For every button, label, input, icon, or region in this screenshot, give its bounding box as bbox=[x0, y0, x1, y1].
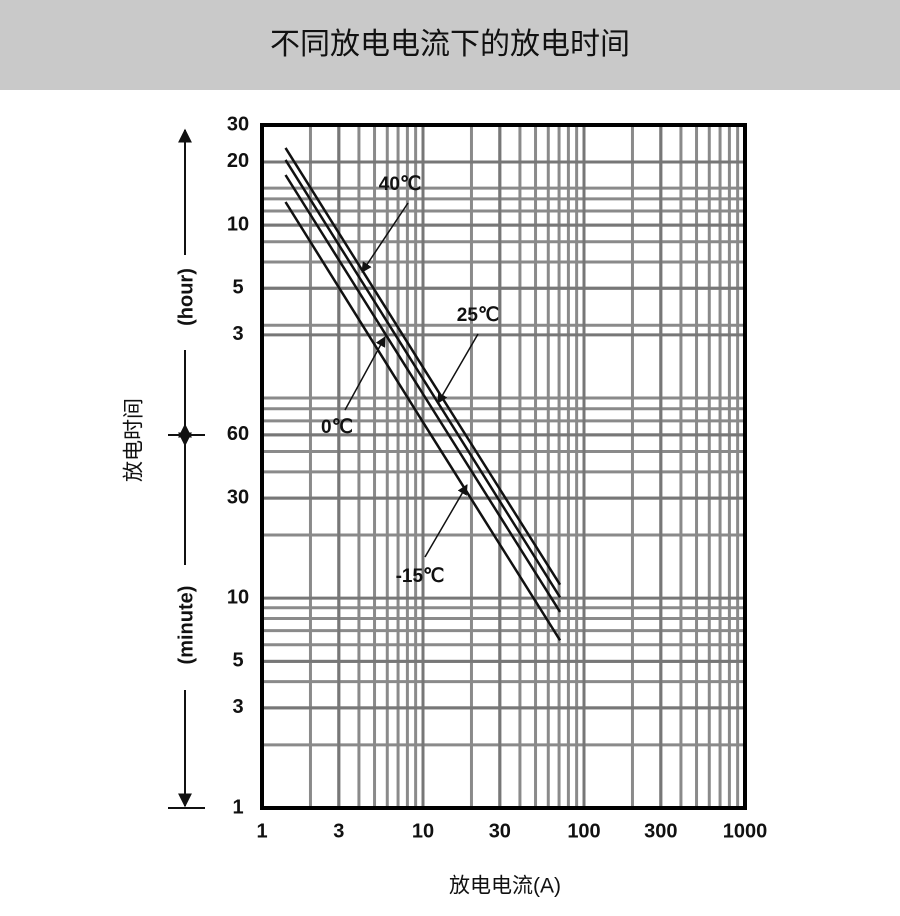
y-tick-label: 10 bbox=[227, 586, 249, 608]
chart-title: 不同放电电流下的放电时间 bbox=[270, 27, 630, 62]
annotation-arrow bbox=[361, 202, 409, 273]
annotation-arrow bbox=[424, 484, 468, 558]
y-tick-label: 30 bbox=[227, 486, 249, 508]
annotation: 25℃ bbox=[457, 305, 499, 326]
y-tick-label: 10 bbox=[227, 213, 249, 235]
plot-frame bbox=[260, 123, 747, 810]
unit-label: (hour) bbox=[175, 268, 197, 326]
annotation: -15℃ bbox=[396, 566, 445, 587]
series-line bbox=[284, 174, 562, 613]
x-tick-label: 300 bbox=[644, 820, 677, 842]
y-tick-label: 3 bbox=[232, 696, 243, 718]
x-tick-label: 1 bbox=[256, 820, 267, 842]
annotation-arrow bbox=[344, 336, 386, 411]
y-axis-label: 放电时间 bbox=[123, 398, 146, 482]
annotation-arrow bbox=[437, 333, 479, 404]
x-axis-label: 放电电流(A) bbox=[449, 875, 561, 898]
series-line bbox=[284, 159, 562, 598]
x-tick-label: 10 bbox=[412, 820, 434, 842]
annotation: 40℃ bbox=[379, 174, 421, 195]
y-tick-label: 60 bbox=[227, 423, 249, 445]
y-tick-label: 5 bbox=[232, 277, 243, 299]
x-tick-label: 1000 bbox=[723, 820, 768, 842]
unit-label: (minute) bbox=[175, 586, 197, 665]
x-tick-label: 3 bbox=[333, 820, 344, 842]
y-tick-label: 3 bbox=[232, 323, 243, 345]
x-tick-label: 30 bbox=[489, 820, 511, 842]
y-tick-label: 20 bbox=[227, 150, 249, 172]
header: 不同放电电流下的放电时间 bbox=[0, 0, 900, 90]
series-line bbox=[284, 201, 562, 641]
plot bbox=[284, 147, 562, 641]
series-line bbox=[284, 147, 562, 586]
y-tick-label: 5 bbox=[232, 650, 243, 672]
x-tick-label: 100 bbox=[567, 820, 600, 842]
annotation: 0℃ bbox=[321, 417, 353, 438]
y-tick-label: 1 bbox=[232, 796, 243, 818]
y-tick-label: 30 bbox=[227, 113, 249, 135]
